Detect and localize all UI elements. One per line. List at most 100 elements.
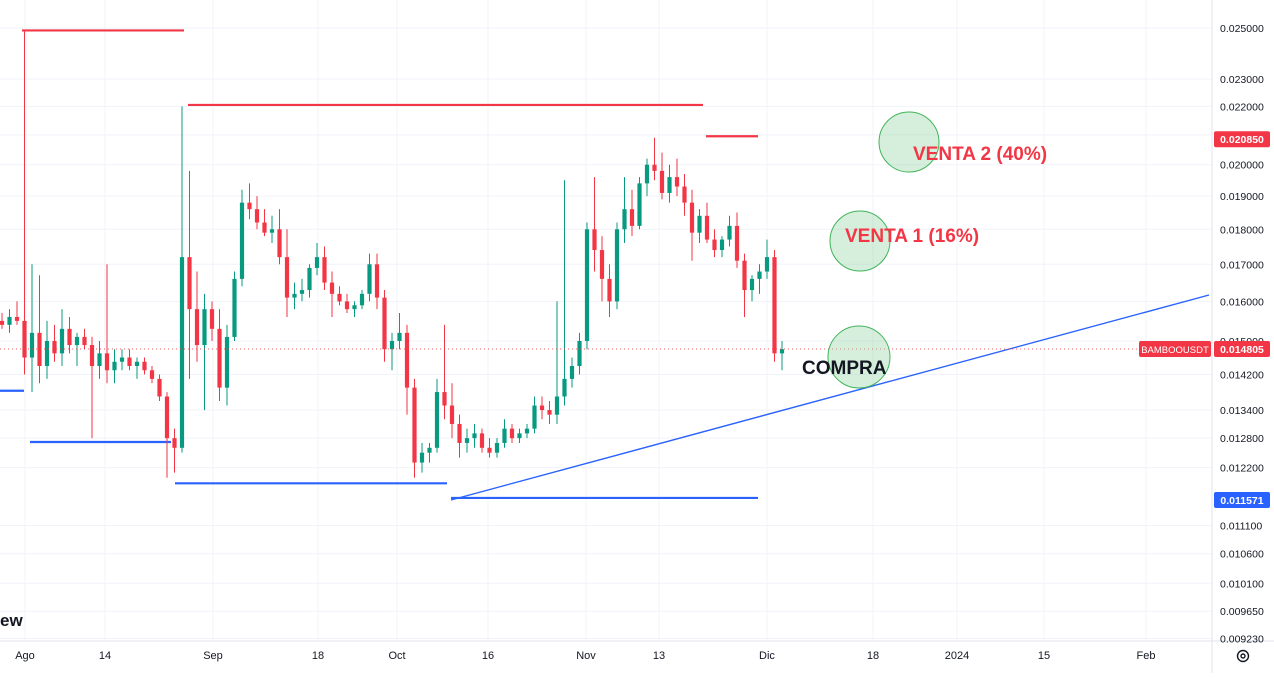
x-tick-label: 14: [99, 650, 111, 662]
candle-body: [629, 209, 635, 226]
candle-body: [487, 447, 492, 453]
candle-body: [607, 278, 612, 302]
candle-body: [509, 428, 515, 439]
candle-body: [569, 365, 575, 379]
candle-body: [412, 387, 417, 463]
y-tick-label: 0.014200: [1220, 370, 1264, 382]
y-tick-label: 0.020000: [1220, 160, 1264, 172]
settings-button[interactable]: [1232, 645, 1254, 667]
candle-body: [734, 225, 740, 261]
candle-body: [592, 229, 597, 251]
candle-body: [764, 257, 770, 272]
x-tick-label: Nov: [576, 650, 596, 662]
candle-body: [37, 332, 42, 366]
y-tick-label: 0.009650: [1220, 606, 1264, 618]
candle-body: [142, 361, 147, 371]
candle-body: [254, 209, 260, 223]
candle-body: [599, 250, 605, 279]
candle-body: [697, 215, 702, 233]
y-tick-label: 0.010600: [1220, 549, 1264, 561]
candle-body: [719, 239, 725, 251]
candle-body: [427, 447, 432, 453]
symbol-label-text: BAMBOOUSDT: [1141, 345, 1209, 356]
candle-body: [164, 396, 170, 439]
price-label-text: 0.011571: [1220, 495, 1263, 507]
candle-body: [367, 264, 372, 294]
annotation-label: VENTA 1 (16%): [845, 226, 979, 247]
candle-body: [397, 332, 402, 341]
zone-circle-venta-2: [878, 111, 940, 173]
x-tick-label: 18: [312, 650, 324, 662]
candle-body: [464, 438, 470, 443]
candle-body: [329, 282, 335, 294]
candle-body: [247, 202, 252, 210]
candle-body: [622, 209, 627, 230]
candle-body: [284, 257, 290, 298]
candle-body: [704, 215, 710, 240]
candle-body: [0, 320, 5, 325]
candle-body: [539, 405, 545, 411]
candle-body: [74, 336, 80, 346]
candle-body: [232, 278, 237, 337]
candle-body: [119, 357, 125, 362]
candle-body: [314, 257, 320, 268]
x-tick-label: 2024: [945, 650, 969, 662]
y-tick-label: 0.017000: [1220, 259, 1264, 271]
candle-body: [194, 309, 200, 346]
x-tick-label: Feb: [1137, 650, 1156, 662]
y-tick-label: 0.025000: [1220, 23, 1264, 35]
candle-body: [562, 378, 567, 397]
x-tick-label: Oct: [388, 650, 405, 662]
candle-body: [112, 361, 117, 371]
candle-body: [172, 438, 177, 448]
candle-body: [269, 229, 275, 233]
price-label-box: [1214, 492, 1270, 508]
candle-body: [97, 353, 102, 366]
candle-body: [202, 309, 207, 346]
y-tick-label: 0.012800: [1220, 433, 1264, 445]
x-tick-label: Ago: [15, 650, 35, 662]
candle-body: [434, 392, 440, 448]
y-tick-label: 0.012200: [1220, 463, 1264, 475]
candle-body: [352, 305, 357, 310]
candle-body: [89, 345, 95, 366]
candle-body: [659, 170, 665, 193]
candle-body: [389, 340, 395, 350]
candle-body: [457, 423, 462, 443]
candle-body: [7, 316, 12, 325]
zone-circle-venta-1: [829, 210, 891, 272]
candle-body: [277, 229, 282, 258]
candle-body: [517, 433, 522, 439]
y-tick-label: 0.022000: [1220, 101, 1264, 113]
candle-body: [667, 177, 672, 193]
candle-body: [262, 222, 267, 233]
y-tick-label: 0.013400: [1220, 405, 1264, 417]
candle-body: [689, 202, 695, 233]
candle-body: [577, 340, 582, 366]
candle-body: [449, 405, 455, 424]
x-tick-label: Dic: [759, 650, 775, 662]
candle-body: [44, 340, 50, 366]
price-label-text: 0.020850: [1220, 134, 1264, 146]
candle-body: [674, 177, 680, 187]
candle-body: [584, 229, 590, 341]
candle-body: [127, 357, 132, 366]
candle-body: [239, 202, 245, 279]
candle-body: [307, 267, 312, 291]
candle-body: [614, 229, 620, 302]
candle-body: [134, 361, 140, 366]
candle-body: [22, 320, 27, 358]
candle-body: [382, 297, 387, 350]
trend-line: [450, 294, 1210, 501]
candle-body: [727, 225, 732, 240]
candle-body: [472, 433, 477, 439]
candle-body: [712, 239, 717, 251]
gear-icon: [1236, 649, 1250, 663]
x-tick-label: 16: [482, 650, 494, 662]
y-tick-label: 0.010100: [1220, 578, 1264, 590]
candle-body: [187, 257, 192, 310]
price-label-box: [1214, 131, 1270, 148]
candle-body: [742, 260, 747, 291]
